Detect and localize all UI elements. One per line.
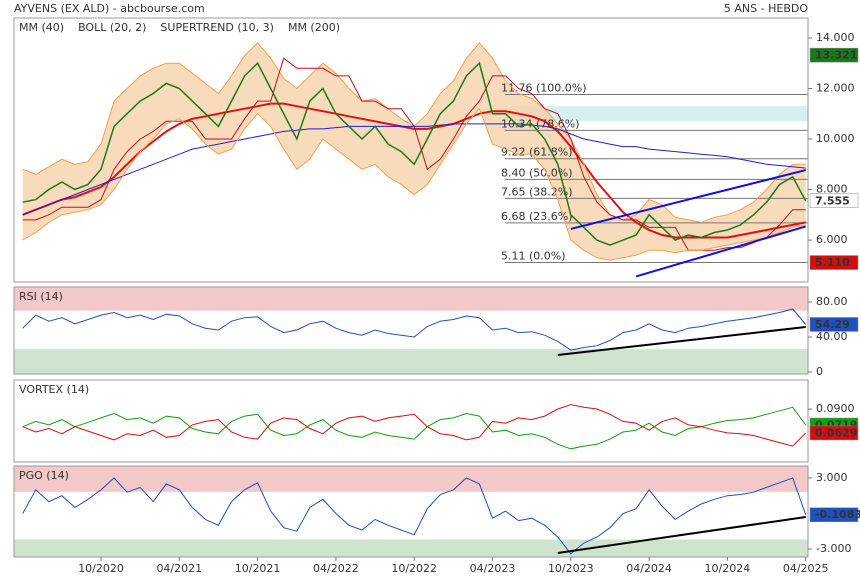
period-label: 5 ANS - HEBDO: [724, 2, 808, 15]
legend-entry: MM (200): [288, 21, 340, 34]
plot: 11.76 (100.0%) 10.34 (78.6%) 9.22 (61.8%) 8…: [22, 42, 808, 278]
x-tick-label: 04/2024: [626, 562, 672, 575]
plot: [14, 466, 808, 557]
y-tick-label: 0: [816, 365, 823, 378]
trendline: [557, 326, 806, 357]
panel-border: [13, 379, 809, 463]
legend-entry: BOLL (20, 2): [78, 21, 146, 34]
x-tick-label: 04/2021: [156, 562, 202, 575]
y-tick-label: 12.000: [816, 81, 855, 94]
series-line: [22, 61, 807, 246]
value-tag-label: 7.555: [815, 194, 850, 207]
y-tick-label: 3.000: [816, 471, 848, 484]
plot: [22, 404, 807, 450]
x-tick-label: 10/2021: [235, 562, 281, 575]
y-tick-label: 6.000: [816, 233, 848, 246]
y-tick-label: 14.000: [816, 31, 855, 44]
value-tag-label: 0.0629: [815, 426, 857, 439]
x-tick-label: 10/2023: [548, 562, 594, 575]
series-line: [22, 406, 807, 450]
value-tag-label: -0.1083: [815, 508, 860, 521]
panel-title: VORTEX (14): [19, 383, 89, 396]
fib-label: 7.65 (38.2%): [501, 185, 573, 198]
series-line: [22, 107, 806, 261]
fib-label: 5.11 (0.0%): [501, 250, 566, 263]
panel-border: [13, 286, 809, 375]
value-tag: [809, 255, 859, 270]
value-tag-label: 5.110: [815, 256, 850, 269]
series-line: [22, 123, 806, 216]
legend-entry: MM (40): [19, 21, 64, 34]
x-tick-label: 10/2024: [705, 562, 751, 575]
x-tick-label: 04/2025: [783, 562, 829, 575]
highlight-zone: [505, 106, 808, 122]
fib-label: 6.68 (23.6%): [501, 210, 573, 223]
bollinger-band: [22, 43, 806, 261]
y-tick-label: 40.00: [816, 330, 848, 343]
series-line: [22, 477, 807, 555]
y-tick-label: 8.000: [816, 183, 848, 196]
panel: [14, 380, 808, 462]
fib-label: 8.40 (50.0%): [501, 166, 573, 179]
value-tag: [809, 507, 859, 522]
x-tick-label: 10/2022: [391, 562, 437, 575]
x-tick-label: 10/2020: [78, 562, 124, 575]
value-tag: [809, 47, 859, 63]
y-tick-label: 10.000: [816, 132, 855, 145]
zone: [14, 539, 808, 557]
y-tick-label: -3.000: [816, 542, 851, 555]
trendline: [557, 516, 806, 554]
x-tick-label: 04/2022: [313, 562, 359, 575]
y-tick-label: 80.00: [816, 295, 848, 308]
panel-title: RSI (14): [19, 290, 63, 303]
value-tag: [809, 425, 859, 441]
series-line: [22, 308, 807, 351]
value-tag: [809, 317, 859, 332]
panel-border: [13, 17, 809, 283]
legend-entry: SUPERTREND (10, 3): [160, 21, 274, 34]
value-tag: [809, 193, 859, 209]
trendline: [570, 169, 806, 230]
value-tag-label: 54.29: [815, 318, 850, 331]
series-line: [22, 102, 806, 239]
panel-title: PGO (14): [19, 469, 69, 482]
x-tick-label: 04/2023: [470, 562, 516, 575]
panel-border: [13, 465, 809, 558]
value-tag-label: 13.321: [815, 49, 857, 62]
zone: [14, 466, 808, 492]
fib-label: 9.22 (61.8%): [501, 146, 573, 159]
series-line: [22, 404, 807, 447]
zone: [14, 349, 808, 374]
chart-title: AYVENS (EX ALD) - abcbourse.com: [14, 2, 205, 15]
plot: [14, 287, 808, 374]
trendline: [635, 225, 806, 278]
zone: [14, 287, 808, 311]
fib-label: 10.34 (78.6%): [501, 117, 580, 130]
y-tick-label: 0.0900: [816, 402, 855, 415]
fib-label: 11.76 (100.0%): [501, 82, 587, 95]
